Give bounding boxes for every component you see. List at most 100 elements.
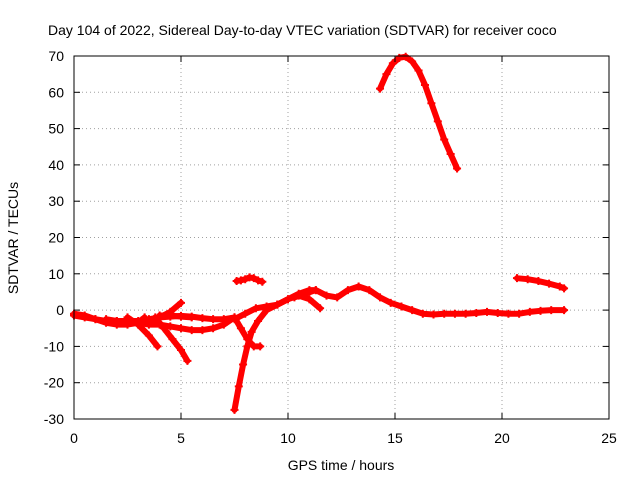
series-arc-10: [230, 313, 265, 351]
data-point: [80, 311, 89, 320]
data-point: [168, 335, 177, 344]
y-tick-label: -30: [44, 411, 64, 427]
data-point: [555, 282, 564, 291]
series-arc-11: [232, 273, 267, 286]
data-point: [187, 313, 196, 322]
data-point: [427, 99, 436, 108]
data-point: [234, 382, 243, 391]
data-point: [177, 312, 185, 321]
data-point: [153, 342, 162, 351]
data-point: [247, 327, 256, 336]
data-point: [166, 322, 175, 331]
data-point: [236, 324, 245, 333]
data-point: [241, 275, 250, 284]
series-arc-13: [376, 52, 462, 173]
data-point: [560, 284, 569, 293]
x-tick-label: 5: [177, 430, 185, 446]
data-point: [166, 311, 175, 320]
series-line: [135, 314, 238, 334]
data-point: [155, 311, 164, 320]
series-line: [124, 314, 161, 350]
data-point: [420, 81, 429, 90]
data-point: [198, 314, 207, 323]
data-point: [159, 324, 168, 333]
data-point: [134, 318, 143, 327]
series-arc-7: [155, 311, 196, 322]
data-point: [305, 295, 314, 304]
data-point: [144, 320, 153, 329]
data-point: [333, 293, 342, 302]
data-point: [483, 307, 492, 316]
data-point: [230, 405, 239, 414]
data-point: [343, 286, 352, 295]
data-point: [515, 309, 524, 318]
data-point: [290, 293, 299, 302]
data-point: [301, 289, 310, 298]
data-point: [198, 326, 207, 335]
data-point: [123, 313, 132, 322]
data-point: [112, 316, 121, 325]
data-point: [534, 277, 543, 286]
data-point: [461, 309, 470, 318]
data-point: [273, 300, 282, 309]
data-point: [254, 276, 263, 285]
data-point: [453, 164, 462, 173]
data-point: [433, 117, 442, 126]
data-point: [408, 57, 417, 66]
data-point: [504, 309, 513, 318]
data-point: [230, 313, 239, 322]
data-point: [311, 286, 320, 295]
y-tick-label: -20: [44, 375, 64, 391]
y-tick-label: 70: [48, 48, 64, 64]
data-point: [322, 291, 331, 300]
data-point: [418, 309, 427, 318]
data-point: [177, 324, 185, 333]
series-arc-6: [151, 313, 192, 365]
data-point: [386, 298, 395, 307]
data-point: [209, 324, 218, 333]
data-point: [258, 277, 267, 286]
data-point: [440, 309, 449, 318]
data-point: [243, 335, 252, 344]
y-tick-label: 10: [48, 266, 64, 282]
data-point: [547, 306, 556, 315]
data-point: [239, 360, 248, 369]
x-tick-label: 0: [70, 430, 78, 446]
series-arc-12: [290, 282, 569, 319]
y-tick-label: 50: [48, 121, 64, 137]
data-point: [209, 315, 218, 324]
y-tick-label: -10: [44, 338, 64, 354]
y-tick-label: 60: [48, 84, 64, 100]
data-point: [493, 309, 502, 318]
data-point: [523, 275, 532, 284]
data-point: [251, 304, 260, 313]
data-point: [249, 274, 258, 283]
y-tick-label: 0: [56, 302, 64, 318]
data-point: [525, 307, 534, 316]
data-point: [401, 52, 410, 61]
data-point: [450, 309, 459, 318]
y-tick-label: 30: [48, 193, 64, 209]
data-point: [177, 298, 185, 307]
data-point: [560, 306, 569, 315]
data-point: [256, 342, 265, 351]
x-tick-labels: 0 5 10 15 20 25: [70, 430, 617, 446]
grid-lines: [74, 56, 609, 419]
x-tick-label: 20: [494, 430, 510, 446]
data-point: [512, 274, 521, 283]
axis-ticks: [73, 55, 610, 420]
data-point: [183, 356, 192, 365]
data-point: [397, 302, 406, 311]
x-tick-label: 15: [387, 430, 403, 446]
data-point: [254, 316, 263, 325]
data-point: [187, 326, 196, 335]
chart-title: Day 104 of 2022, Sidereal Day-to-day VTE…: [48, 22, 557, 38]
data-point: [219, 320, 228, 329]
data-point: [144, 331, 153, 340]
x-tick-label: 25: [601, 430, 617, 446]
data-point: [545, 279, 554, 288]
data-point: [354, 282, 363, 291]
data-point: [440, 135, 449, 144]
